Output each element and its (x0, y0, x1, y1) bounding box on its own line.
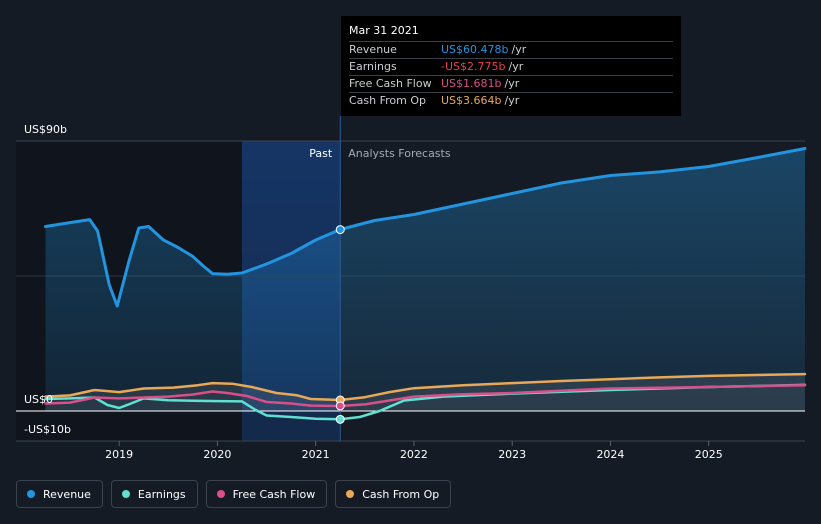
tooltip-date: Mar 31 2021 (349, 24, 419, 37)
legend-label: Free Cash Flow (232, 487, 316, 501)
chart-legend: Revenue Earnings Free Cash Flow Cash Fro… (16, 480, 452, 508)
x-tick-label: 2022 (400, 448, 428, 461)
x-tick-label: 2021 (302, 448, 330, 461)
legend-item-revenue[interactable]: Revenue (16, 480, 103, 508)
tooltip-unit: /yr (504, 94, 520, 107)
forecast-label: Analysts Forecasts (348, 147, 451, 160)
legend-dot-icon (216, 490, 225, 498)
marker-earnings (335, 414, 345, 424)
y-tick-label: US$90b (24, 123, 67, 136)
tooltip-unit: /yr (508, 60, 524, 73)
tooltip-unit: /yr (504, 77, 520, 90)
x-tick-label: 2019 (105, 448, 133, 461)
tooltip-value: -US$2.775b (441, 60, 506, 73)
tooltip-value: US$1.681b (441, 77, 502, 90)
y-tick-label: -US$10b (24, 423, 71, 436)
legend-dot-icon (27, 490, 35, 498)
legend-label: Revenue (43, 487, 91, 501)
legend-dot-icon (346, 490, 355, 498)
tooltip-value: US$60.478b (441, 43, 509, 56)
x-tick-label: 2023 (498, 448, 526, 461)
series-line-earnings (44, 383, 807, 421)
tooltip-row-revenue: Revenue US$60.478b /yr (349, 41, 673, 58)
x-tick-label: 2025 (695, 448, 723, 461)
tooltip-label: Cash From Op (349, 94, 427, 107)
past-label: Past (309, 147, 333, 160)
x-tick-label: 2020 (203, 448, 231, 461)
legend-item-free-cash-flow[interactable]: Free Cash Flow (205, 480, 328, 508)
tooltip-row-free-cash-flow: Free Cash Flow US$1.681b /yr (349, 75, 673, 92)
data-tooltip: Mar 31 2021 Revenue US$60.478b /yr Earni… (341, 16, 681, 116)
legend-dot-icon (121, 490, 130, 498)
marker-free-cash-flow (335, 401, 345, 411)
marker-revenue (335, 225, 345, 235)
y-tick-label: US$0 (24, 393, 53, 406)
chart-plot: Past Analysts Forecasts US$90b US$0 -US$10b 2… (16, 116, 807, 461)
tooltip-row-earnings: Earnings -US$2.775b /yr (349, 58, 673, 75)
series-line-free-cash-flow (44, 383, 807, 408)
series-area-revenue (45, 148, 805, 411)
tooltip-label: Revenue (349, 43, 397, 56)
tooltip-value: US$3.664b (441, 94, 502, 107)
legend-label: Cash From Op (362, 487, 440, 501)
legend-item-cash-from-op[interactable]: Cash From Op (335, 480, 452, 508)
tooltip-label: Earnings (349, 60, 397, 73)
legend-label: Earnings (137, 487, 186, 501)
series-line-cash-from-op (44, 372, 807, 402)
tooltip-label: Free Cash Flow (349, 77, 432, 90)
tooltip-row-cash-from-op: Cash From Op US$3.664b /yr (349, 92, 673, 109)
x-tick-label: 2024 (596, 448, 624, 461)
tooltip-unit: /yr (511, 43, 527, 56)
series-line-revenue (44, 147, 807, 308)
legend-item-earnings[interactable]: Earnings (110, 480, 198, 508)
